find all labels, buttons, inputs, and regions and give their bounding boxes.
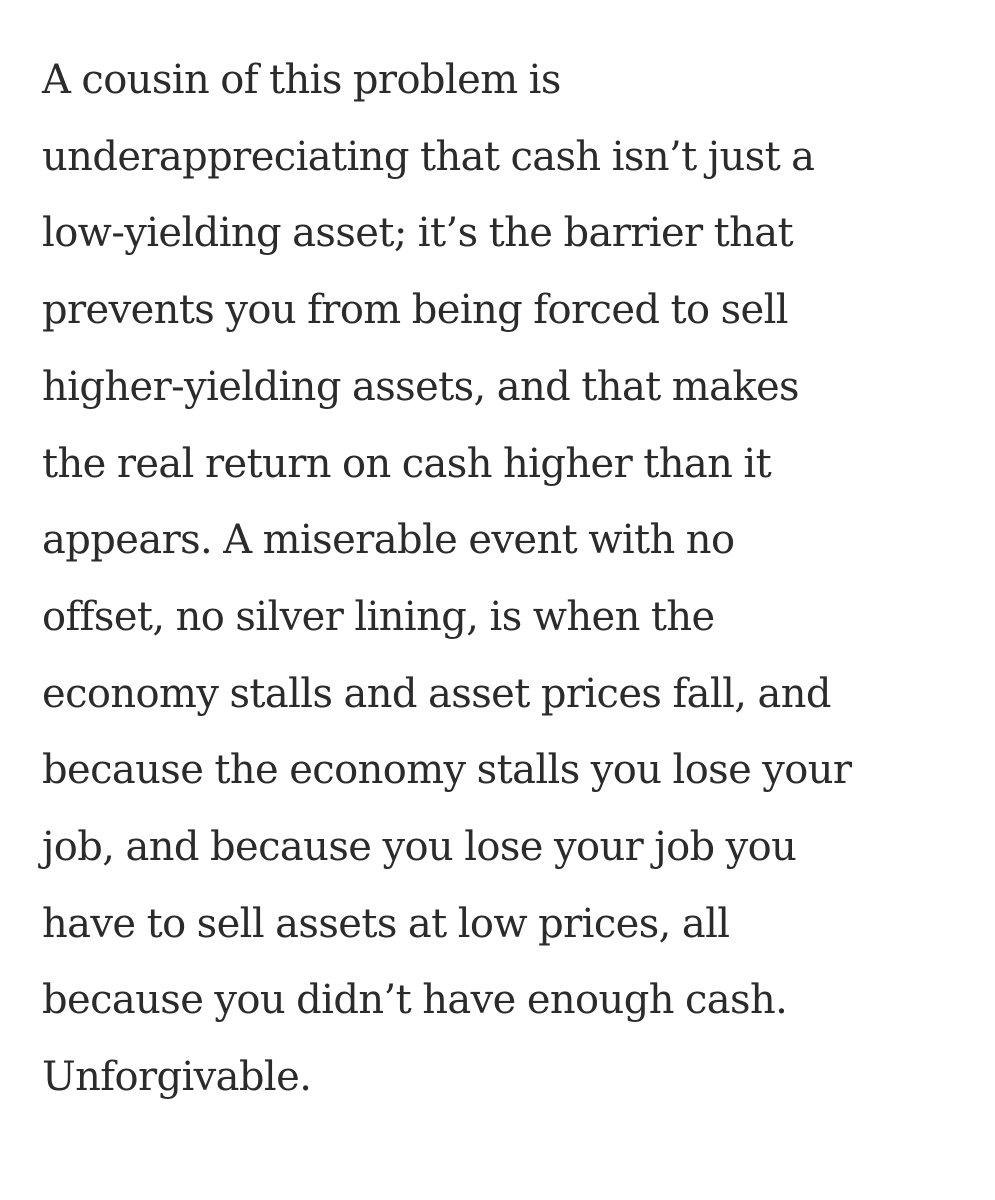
- article-paragraph: A cousin of this problem is underappreci…: [42, 42, 995, 1116]
- paragraph-line: because the economy stalls you lose your: [42, 747, 852, 794]
- paragraph-line: economy stalls and asset prices fall, an…: [42, 670, 832, 717]
- paragraph-line: prevents you from being forced to sell: [42, 287, 789, 334]
- paragraph-line: appears. A miserable event with no: [42, 517, 735, 564]
- paragraph-line: the real return on cash higher than it: [42, 440, 772, 487]
- paragraph-line: A cousin of this problem is: [42, 57, 561, 103]
- paragraph-line: underappreciating that cash isn’t just a: [42, 133, 815, 180]
- paragraph-line: have to sell assets at low prices, all: [42, 900, 730, 947]
- paragraph-line: job, and because you lose your job you: [42, 824, 797, 871]
- paragraph-line: low-yielding asset; it’s the barrier tha…: [42, 210, 794, 257]
- paragraph-line: Unforgivable.: [42, 1054, 312, 1101]
- paragraph-line: because you didn’t have enough cash.: [42, 977, 788, 1024]
- paragraph-line: offset, no silver lining, is when the: [42, 593, 715, 640]
- paragraph-line: higher-yielding assets, and that makes: [42, 363, 800, 410]
